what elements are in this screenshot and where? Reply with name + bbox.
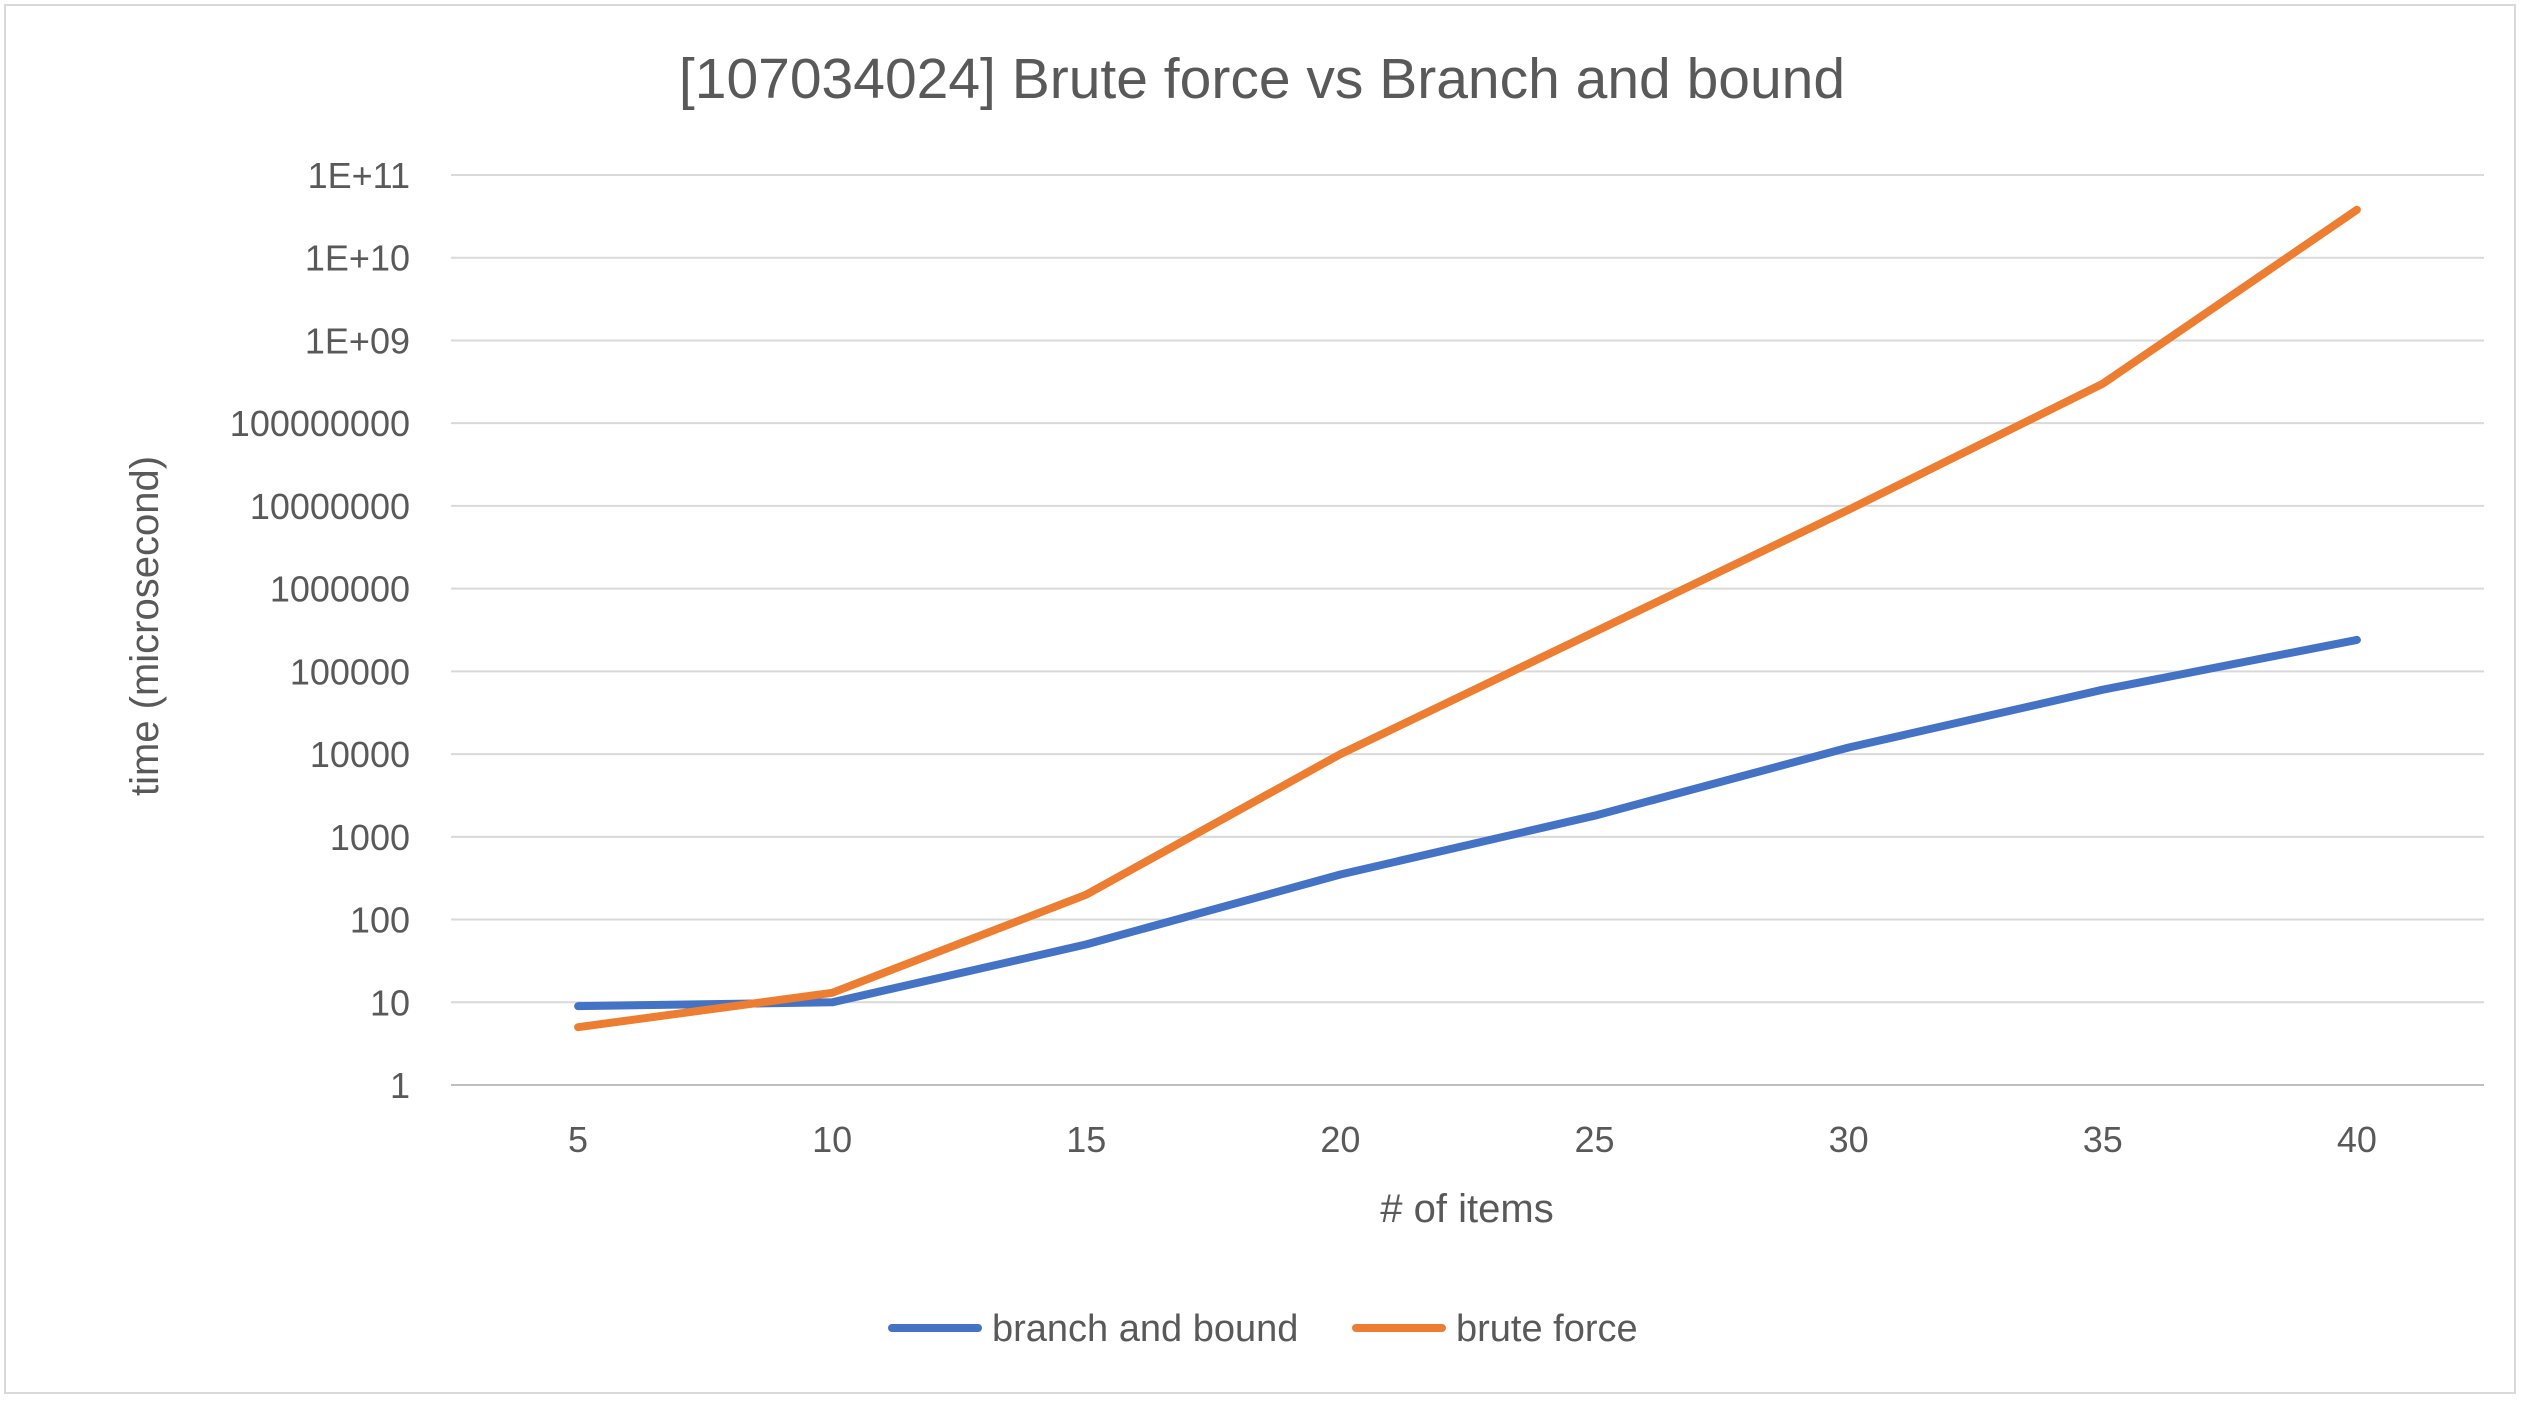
y-tick-label: 1 bbox=[390, 1065, 410, 1106]
gridlines bbox=[451, 174, 2484, 1086]
chart-frame bbox=[4, 4, 2516, 1394]
y-tick-label: 1E+10 bbox=[305, 238, 410, 279]
x-axis-tick-labels: 5 10 15 20 25 30 35 40 bbox=[568, 1119, 2377, 1160]
legend-label: brute force bbox=[1456, 1308, 1638, 1350]
x-tick-label: 5 bbox=[568, 1119, 588, 1160]
y-tick-label: 10000 bbox=[310, 734, 410, 775]
y-tick-label: 100000 bbox=[290, 651, 410, 692]
y-axis-tick-labels: 1 10 100 1000 10000 100000 1000000 10000000 1000… bbox=[230, 155, 410, 1106]
x-tick-label: 15 bbox=[1066, 1119, 1106, 1160]
x-axis-title: # of items bbox=[1380, 1187, 1553, 1231]
y-tick-label: 10000000 bbox=[250, 486, 410, 527]
x-tick-label: 25 bbox=[1575, 1119, 1615, 1160]
x-tick-label: 10 bbox=[812, 1119, 852, 1160]
x-tick-label: 40 bbox=[2337, 1119, 2377, 1160]
legend-label: branch and bound bbox=[992, 1308, 1298, 1350]
legend: branch and bound brute force bbox=[888, 1308, 1638, 1350]
y-tick-label: 1000000 bbox=[270, 569, 410, 610]
y-tick-label: 1000 bbox=[330, 817, 410, 858]
x-tick-label: 35 bbox=[2083, 1119, 2123, 1160]
series-lines bbox=[574, 205, 2361, 1032]
y-tick-label: 10 bbox=[370, 982, 410, 1023]
y-tick-label: 1E+09 bbox=[305, 320, 410, 361]
y-tick-label: 100000000 bbox=[230, 403, 410, 444]
y-tick-label: 1E+11 bbox=[308, 155, 410, 196]
y-axis-title: time (microsecond) bbox=[123, 456, 167, 796]
y-tick-label: 100 bbox=[350, 900, 410, 941]
series-line-1 bbox=[574, 205, 2361, 1032]
series-line-0 bbox=[574, 635, 2361, 1011]
x-tick-label: 30 bbox=[1829, 1119, 1869, 1160]
x-tick-label: 20 bbox=[1320, 1119, 1360, 1160]
chart-title: [107034024] Brute force vs Branch and bo… bbox=[679, 47, 1845, 111]
